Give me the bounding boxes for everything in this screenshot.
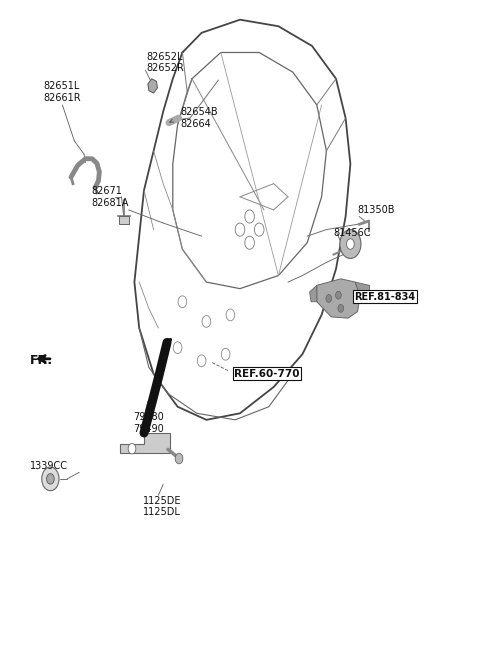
Circle shape [42, 467, 59, 491]
Text: REF.60-770: REF.60-770 [234, 369, 300, 379]
Polygon shape [310, 285, 317, 302]
Circle shape [47, 474, 54, 484]
Circle shape [347, 239, 354, 249]
Text: REF.81-834: REF.81-834 [354, 291, 415, 302]
Text: 82654B
82664: 82654B 82664 [180, 108, 217, 129]
Circle shape [336, 291, 341, 299]
Polygon shape [317, 279, 360, 318]
Circle shape [338, 304, 344, 312]
Circle shape [175, 453, 183, 464]
Circle shape [326, 295, 332, 302]
Text: 82652L
82652R: 82652L 82652R [146, 52, 184, 73]
Text: 82671
82681A: 82671 82681A [91, 186, 129, 207]
Polygon shape [355, 282, 370, 295]
Text: 81350B: 81350B [358, 205, 395, 215]
Text: 1125DE
1125DL: 1125DE 1125DL [143, 496, 181, 517]
Text: 81456C: 81456C [334, 228, 371, 238]
Polygon shape [120, 433, 170, 453]
Circle shape [128, 443, 136, 454]
Text: 82651L
82661R: 82651L 82661R [43, 81, 81, 102]
Polygon shape [148, 79, 157, 93]
Circle shape [340, 230, 361, 258]
Text: 79480
79490: 79480 79490 [133, 413, 164, 434]
Text: 1339CC: 1339CC [30, 461, 68, 471]
Text: FR.: FR. [30, 354, 53, 367]
Polygon shape [119, 216, 129, 224]
